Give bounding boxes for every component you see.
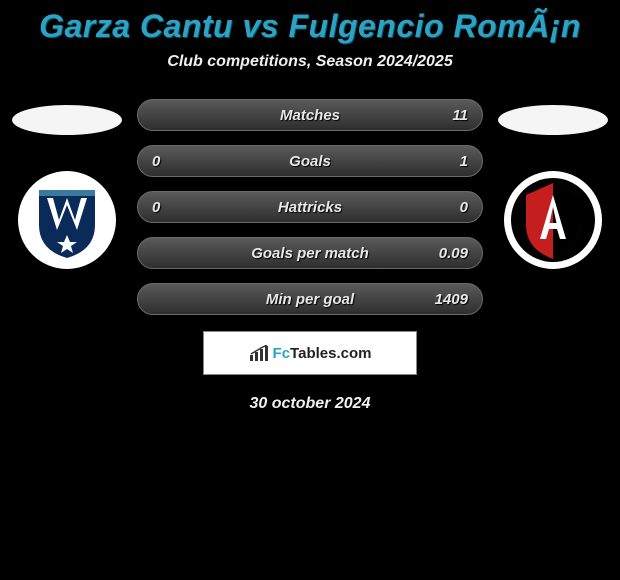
stat-label: Goals [289,153,331,170]
stat-right-value: 0.09 [432,245,468,262]
footer-brand-suffix: Tables.com [290,345,371,362]
date-line: 30 october 2024 [0,395,620,413]
stat-right-value: 1409 [432,291,468,308]
stat-label: Matches [280,107,340,124]
page-title: Garza Cantu vs Fulgencio RomÃ¡n [0,8,620,45]
right-club-logo [504,171,602,269]
left-player-col [7,95,127,269]
monterrey-logo-icon [27,180,107,260]
right-player-col [493,95,613,269]
stat-row-hattricks: 0 Hattricks 0 [137,191,483,223]
left-club-logo [18,171,116,269]
stat-right-value: 0 [432,199,468,216]
stat-left-value: 0 [152,199,188,216]
stat-row-goals: 0 Goals 1 [137,145,483,177]
stat-row-matches: Matches 11 [137,99,483,131]
subtitle: Club competitions, Season 2024/2025 [0,53,620,71]
main-row: Matches 11 0 Goals 1 0 Hattricks 0 Goals… [0,95,620,315]
stat-label: Goals per match [251,245,369,262]
stat-row-goals-per-match: Goals per match 0.09 [137,237,483,269]
stat-left-value: 0 [152,153,188,170]
stat-right-value: 11 [432,107,468,124]
footer-brand-text: FcTables.com [273,345,372,362]
atlas-logo-icon [510,177,596,263]
footer-brand-box[interactable]: FcTables.com [203,331,417,375]
fctables-chart-icon [249,345,269,361]
left-avatar-placeholder [12,105,122,135]
stats-column: Matches 11 0 Goals 1 0 Hattricks 0 Goals… [137,99,483,315]
stat-row-min-per-goal: Min per goal 1409 [137,283,483,315]
stat-right-value: 1 [432,153,468,170]
right-avatar-placeholder [498,105,608,135]
stat-label: Hattricks [278,199,342,216]
comparison-widget: Garza Cantu vs Fulgencio RomÃ¡n Club com… [0,0,620,413]
stat-label: Min per goal [266,291,354,308]
footer-brand-prefix: Fc [273,345,291,362]
